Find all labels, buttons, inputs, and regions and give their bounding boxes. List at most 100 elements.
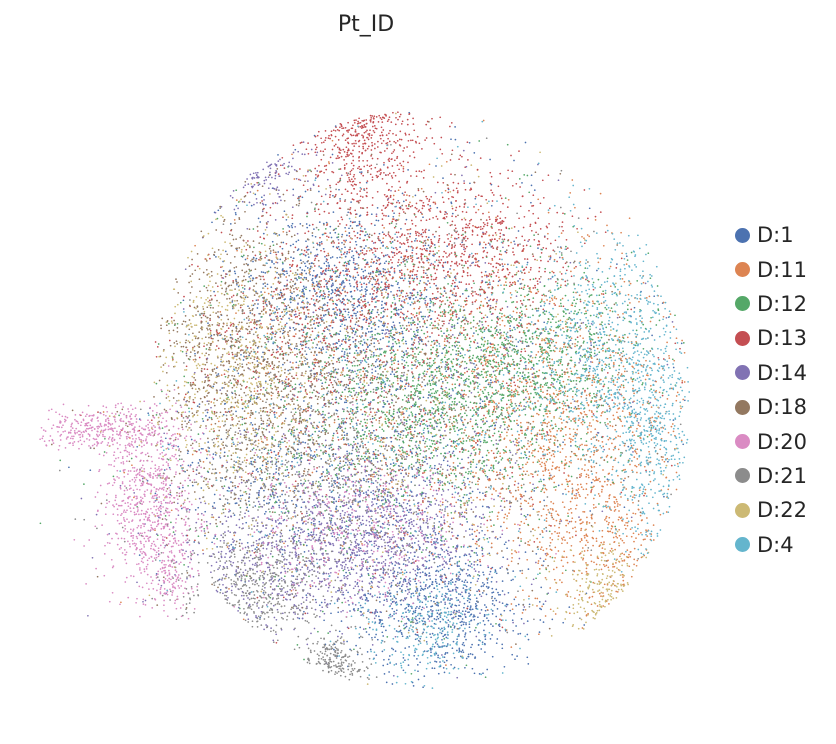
data-point [370,491,372,494]
data-point [618,534,621,537]
data-point [622,479,625,482]
data-point [583,469,586,472]
data-point [415,582,418,585]
data-point [573,267,576,269]
data-point [644,378,647,381]
data-point [602,349,604,352]
data-point [374,411,376,414]
data-point [269,533,271,535]
data-point [235,312,237,314]
data-point [186,452,189,455]
data-point [371,375,374,377]
data-point [439,616,442,618]
data-point [352,330,355,333]
data-point [359,604,362,607]
data-point [419,585,422,588]
data-point [633,558,636,561]
data-point [399,485,402,488]
data-point [560,559,563,562]
data-point [544,576,547,579]
data-point [262,232,265,235]
data-point [550,468,553,471]
data-point [461,618,464,620]
data-point [260,196,263,199]
data-point [361,344,364,346]
data-point [314,290,316,292]
data-point [304,190,307,193]
data-point [430,636,432,639]
data-point [217,209,220,212]
data-point [204,534,206,537]
data-point [624,477,626,480]
data-point [416,257,419,260]
data-point [556,407,559,409]
data-point [406,551,409,553]
data-point [475,466,478,469]
data-point [539,463,542,466]
data-point [461,421,464,424]
data-point [477,577,480,580]
data-point [484,635,486,638]
data-point [182,299,185,302]
data-point [632,501,634,504]
data-point [469,182,471,185]
data-point [422,396,425,399]
data-point [481,456,484,459]
data-point [449,599,451,602]
data-point [581,547,584,549]
data-point [482,498,485,501]
data-point [365,631,368,633]
data-point [555,341,558,344]
data-point [494,569,497,571]
data-point [430,609,432,611]
data-point [506,527,508,530]
data-point [291,222,294,225]
data-point [403,416,405,419]
data-point [433,645,436,648]
data-point [413,542,416,544]
data-point [568,375,570,378]
data-point [191,461,194,464]
data-point [561,483,563,486]
data-point [570,445,572,447]
data-point [461,620,463,623]
data-point [349,275,352,278]
data-point [341,233,344,236]
data-point [618,336,621,339]
data-point [436,612,439,614]
data-point [154,492,157,495]
data-point [681,339,683,342]
data-point [481,581,484,584]
data-point [576,483,579,486]
data-point [672,430,675,433]
data-point [304,318,307,320]
data-point [646,517,648,519]
data-point [305,286,307,289]
data-point [301,269,304,271]
data-point [428,559,431,562]
data-point [437,672,440,675]
data-point [338,276,340,279]
data-point [441,627,443,630]
data-point [488,286,490,289]
data-point [567,490,570,493]
data-point [426,370,429,373]
data-point [443,344,446,346]
data-point [366,459,369,461]
data-point [188,508,191,511]
data-point [602,563,605,566]
data-point [360,289,363,291]
data-point [549,430,552,433]
data-point [370,327,373,329]
data-point [555,519,558,522]
data-point [575,530,577,533]
data-point [400,308,402,311]
data-point [478,593,481,596]
data-point [527,393,530,395]
data-point [473,152,476,154]
data-point [258,490,261,492]
data-point [636,559,639,562]
data-point [607,473,610,475]
data-point [342,280,345,282]
data-point [464,632,467,634]
